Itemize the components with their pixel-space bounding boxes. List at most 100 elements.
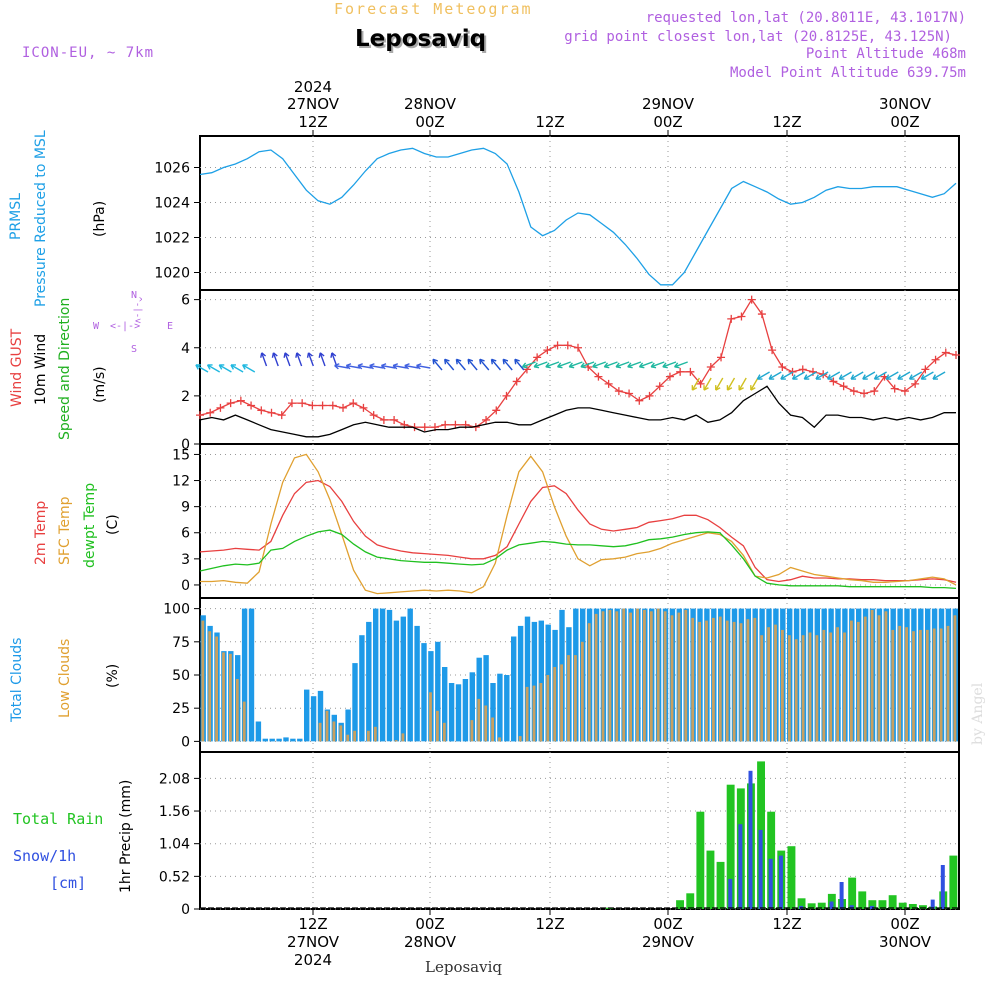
forecast-label: Forecast Meteogram <box>334 0 533 18</box>
wind-arrow-head <box>691 385 698 391</box>
bar-total-rain <box>908 904 917 909</box>
top-hour-label: 12Z <box>298 113 327 131</box>
bar-low-clouds <box>442 722 446 742</box>
wind-arrow-head <box>662 362 668 369</box>
y-tick-label: 0 <box>181 578 190 594</box>
compass-we-arrow: <-|-> <box>110 321 141 332</box>
gust-marker <box>890 384 899 393</box>
wind-arrow <box>545 361 560 368</box>
wind-arrow <box>307 352 314 367</box>
gust-marker <box>226 399 235 408</box>
wind-arrow-head <box>738 385 744 391</box>
wind-arrow <box>850 371 864 380</box>
gust-marker <box>308 401 317 410</box>
gust-marker <box>870 387 879 396</box>
bar-low-clouds <box>580 641 584 742</box>
y-tick-label: 1022 <box>154 231 190 247</box>
gust-marker <box>921 365 930 374</box>
wind-arrow <box>738 377 747 391</box>
wind-arrow <box>792 371 806 380</box>
bar-total-rain <box>848 877 857 909</box>
gust-marker <box>543 346 552 355</box>
gust-marker <box>635 396 644 405</box>
wind-arrow-head <box>369 363 375 370</box>
wind-arrow-head <box>260 352 267 358</box>
y-tick-label: 25 <box>172 701 190 717</box>
page-title: Leposaviq <box>355 26 487 52</box>
bottom-hour-label: 12Z <box>298 915 327 933</box>
y-tick-label: 15 <box>172 447 190 463</box>
top-hour-label: 00Z <box>890 113 919 131</box>
wind-arrow-head <box>295 352 302 358</box>
wind-arrow-head <box>768 374 775 380</box>
wind-arrow <box>346 364 361 369</box>
bar-total-clouds <box>352 663 358 742</box>
snow-unit: [cm] <box>50 874 87 892</box>
gust-marker <box>676 367 685 376</box>
bottom-day-label: 29NOV <box>642 933 695 951</box>
gust-marker <box>645 391 654 400</box>
gust-marker <box>420 423 429 432</box>
bar-low-clouds <box>629 612 632 742</box>
bar-low-clouds <box>339 725 343 742</box>
wind-arrow <box>691 377 701 391</box>
bar-low-clouds <box>822 629 826 742</box>
bar-total-rain <box>949 855 958 909</box>
wind-arrow <box>615 361 630 368</box>
gust-marker <box>737 312 746 321</box>
wind-arrow <box>444 358 455 371</box>
wind-arrow <box>920 371 934 380</box>
bar-snow-1h <box>768 858 773 909</box>
bar-low-clouds <box>622 608 626 742</box>
wind-arrow <box>862 371 876 380</box>
wind-arrow <box>479 358 490 371</box>
bar-low-clouds <box>829 632 833 742</box>
wind-arrow <box>897 371 911 380</box>
bar-low-clouds <box>891 629 895 742</box>
top-hour-label: 00Z <box>415 113 444 131</box>
bar-low-clouds <box>229 653 232 742</box>
wind-arrow-head <box>318 352 325 358</box>
bar-total-clouds <box>400 616 406 742</box>
gust-marker <box>390 415 399 424</box>
bar-snow-1h <box>930 899 935 909</box>
bar-low-clouds <box>781 629 784 742</box>
wind-arrow <box>592 361 607 368</box>
bar-low-clouds <box>843 632 846 742</box>
bar-total-clouds <box>379 608 386 742</box>
bar-total-rain <box>787 846 796 909</box>
bottom-year-label: 2024 <box>294 951 332 969</box>
wind-arrow <box>839 371 852 380</box>
bar-low-clouds <box>760 635 764 742</box>
y-tick-label: 0 <box>181 734 190 750</box>
wind-arrow-head <box>490 358 497 365</box>
bar-total-clouds <box>393 620 400 742</box>
gust-marker <box>829 377 838 386</box>
bar-total-rain <box>676 900 684 909</box>
wind-arrow <box>627 361 642 368</box>
gust-marker <box>298 399 307 408</box>
bar-low-clouds <box>318 722 322 742</box>
gust-marker <box>594 372 603 381</box>
wind-arrow-head <box>580 362 586 369</box>
bar-low-clouds <box>753 617 757 742</box>
wind-arrow-head <box>271 352 278 358</box>
bar-total-rain <box>919 905 927 909</box>
bar-total-clouds <box>310 696 317 742</box>
wind-arrow-head <box>357 363 363 370</box>
y-tick-label: 1026 <box>154 161 190 177</box>
bar-low-clouds <box>491 717 494 742</box>
bar-low-clouds <box>801 635 805 742</box>
gust-marker <box>267 408 276 417</box>
bar-total-rain <box>686 893 695 909</box>
wind-arrow-head <box>873 374 880 380</box>
bar-low-clouds <box>677 612 681 742</box>
bar-snow-1h <box>829 901 834 909</box>
gust-marker <box>696 379 705 388</box>
bar-low-clouds <box>739 623 743 742</box>
gust-marker <box>196 411 204 420</box>
bar-total-clouds <box>462 679 469 742</box>
bar-total-clouds <box>241 608 248 742</box>
wind-arrow <box>703 377 712 391</box>
